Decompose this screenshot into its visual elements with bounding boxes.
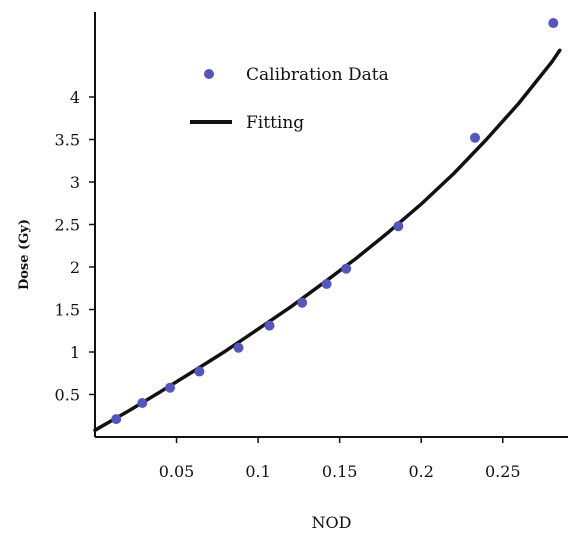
x-tick-label: 0.05 [159,462,195,481]
calibration-point [264,320,275,331]
x-tick-label: 0.25 [485,462,521,481]
y-tick-label: 1.5 [55,301,80,320]
calibration-point [165,382,176,393]
x-tick-label: 0.1 [245,462,270,481]
y-tick-label: 2 [70,258,80,277]
calibration-point [233,342,244,353]
legend: Calibration Data Fitting [190,65,389,133]
y-tick-label: 3 [70,173,80,192]
y-tick-label: 3.5 [55,131,80,150]
calibration-point [111,414,122,425]
calibration-point [137,398,148,408]
legend-label-calibration-data: Calibration Data [246,65,389,85]
y-axis-title: Dose (Gy) [17,219,32,290]
calibration-point [548,18,559,29]
legend-marker-calibration-data [204,69,214,79]
calibration-point [393,221,404,232]
y-ticks: 0.5 1 1.5 2 2.5 3 3.5 4 [55,88,95,405]
legend-label-fitting: Fitting [246,113,304,133]
calibration-point [470,132,481,143]
y-tick-label: 2.5 [55,216,80,235]
y-tick-label: 4 [70,88,80,107]
calibration-point [321,279,332,289]
calibration-point [341,263,352,274]
x-tick-label: 0.15 [322,462,358,481]
calibration-point [297,297,308,308]
plot-area [93,18,562,432]
y-tick-label: 1 [70,343,80,362]
y-tick-label: 0.5 [55,386,80,405]
x-axis-title: NOD [312,513,352,532]
fitting-line [93,48,562,432]
calibration-point [194,366,205,377]
x-ticks: 0.05 0.1 0.15 0.2 0.25 [159,437,521,481]
x-tick-label: 0.2 [408,462,433,481]
